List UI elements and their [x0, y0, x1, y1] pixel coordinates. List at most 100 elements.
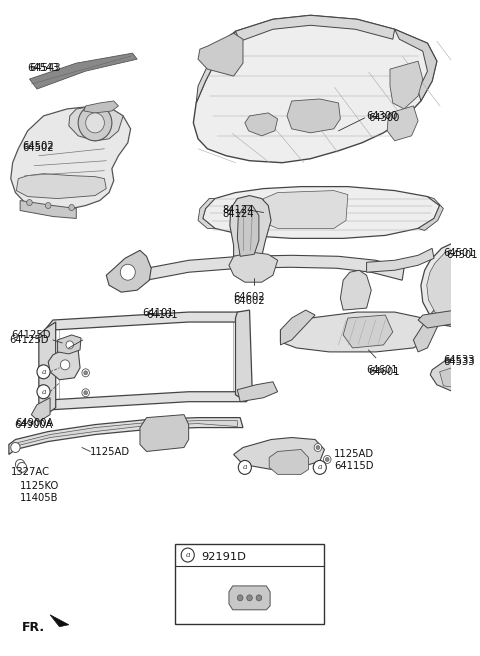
Circle shape	[120, 264, 135, 280]
Circle shape	[82, 369, 89, 377]
Circle shape	[37, 365, 50, 379]
Circle shape	[314, 443, 322, 451]
Text: 64602: 64602	[234, 292, 265, 302]
Polygon shape	[140, 415, 189, 451]
Polygon shape	[421, 238, 480, 328]
Polygon shape	[12, 420, 238, 447]
Circle shape	[84, 391, 87, 395]
Text: 64543: 64543	[28, 63, 59, 73]
Text: 84124: 84124	[222, 209, 254, 218]
Text: 64601: 64601	[367, 365, 398, 375]
Polygon shape	[440, 362, 480, 390]
Text: 1125AD: 1125AD	[334, 449, 374, 459]
Text: 92191D: 92191D	[201, 552, 246, 562]
Text: 84124: 84124	[222, 205, 254, 215]
Circle shape	[247, 595, 252, 601]
Text: 64501: 64501	[446, 251, 478, 260]
Text: a: a	[317, 463, 322, 472]
Circle shape	[82, 389, 89, 397]
Text: a: a	[41, 368, 46, 376]
Polygon shape	[418, 300, 480, 328]
Polygon shape	[418, 197, 444, 230]
Polygon shape	[48, 348, 80, 380]
Polygon shape	[20, 201, 76, 218]
Circle shape	[17, 462, 27, 472]
Text: 1327AC: 1327AC	[11, 468, 50, 478]
Polygon shape	[236, 15, 395, 41]
Circle shape	[84, 371, 87, 375]
Circle shape	[325, 457, 329, 461]
Circle shape	[11, 443, 20, 453]
Polygon shape	[203, 186, 440, 238]
Text: a: a	[41, 388, 46, 396]
Polygon shape	[280, 310, 315, 345]
Text: 64502: 64502	[22, 143, 54, 153]
Text: 64533: 64533	[444, 357, 475, 367]
Polygon shape	[39, 322, 56, 415]
Circle shape	[461, 271, 480, 295]
Text: 64125D: 64125D	[9, 335, 48, 345]
Text: 64101: 64101	[146, 310, 178, 320]
Polygon shape	[238, 382, 277, 401]
Polygon shape	[198, 33, 243, 76]
Circle shape	[181, 548, 194, 562]
Polygon shape	[236, 310, 252, 398]
Text: 64602: 64602	[234, 296, 265, 306]
Circle shape	[60, 360, 70, 370]
Text: 64115D: 64115D	[334, 461, 373, 472]
Polygon shape	[60, 318, 234, 401]
Text: a: a	[242, 463, 247, 472]
Circle shape	[15, 459, 25, 470]
Text: 64101: 64101	[142, 308, 173, 318]
Text: FR.: FR.	[22, 621, 45, 634]
FancyBboxPatch shape	[175, 544, 324, 624]
Circle shape	[85, 113, 104, 133]
Text: 64543: 64543	[29, 63, 61, 73]
Polygon shape	[264, 191, 348, 228]
Circle shape	[238, 595, 243, 601]
Circle shape	[238, 461, 252, 474]
Polygon shape	[230, 195, 271, 256]
Polygon shape	[427, 244, 480, 323]
Polygon shape	[193, 15, 437, 163]
Polygon shape	[229, 253, 277, 282]
Text: 1125KO: 1125KO	[20, 482, 60, 491]
Polygon shape	[238, 205, 259, 256]
Polygon shape	[245, 113, 277, 136]
Polygon shape	[9, 418, 243, 455]
Polygon shape	[395, 30, 437, 101]
Text: a: a	[185, 551, 190, 559]
Text: 64125D: 64125D	[11, 330, 50, 340]
Polygon shape	[50, 615, 69, 626]
Text: 11405B: 11405B	[20, 493, 59, 503]
Polygon shape	[114, 255, 404, 280]
Circle shape	[313, 461, 326, 474]
Polygon shape	[47, 392, 247, 409]
Polygon shape	[340, 270, 371, 310]
Circle shape	[66, 341, 73, 349]
Circle shape	[316, 445, 320, 449]
Polygon shape	[114, 253, 146, 288]
Polygon shape	[29, 53, 137, 89]
Text: 64533: 64533	[444, 355, 475, 365]
Text: 64601: 64601	[369, 367, 400, 377]
Polygon shape	[31, 398, 50, 422]
Circle shape	[256, 595, 262, 601]
Polygon shape	[234, 438, 324, 470]
Text: 64900A: 64900A	[14, 420, 53, 430]
Polygon shape	[287, 99, 340, 133]
Circle shape	[69, 205, 74, 211]
Text: 1125AD: 1125AD	[90, 447, 131, 457]
Text: 64502: 64502	[22, 141, 54, 151]
Polygon shape	[387, 106, 418, 141]
Polygon shape	[269, 449, 309, 474]
Polygon shape	[69, 106, 123, 141]
Circle shape	[46, 203, 51, 209]
Polygon shape	[11, 106, 131, 211]
Text: 64501: 64501	[444, 249, 475, 258]
Polygon shape	[280, 312, 432, 352]
Polygon shape	[367, 249, 434, 272]
Circle shape	[37, 385, 50, 399]
Text: 64300: 64300	[367, 111, 398, 121]
Polygon shape	[16, 174, 106, 199]
